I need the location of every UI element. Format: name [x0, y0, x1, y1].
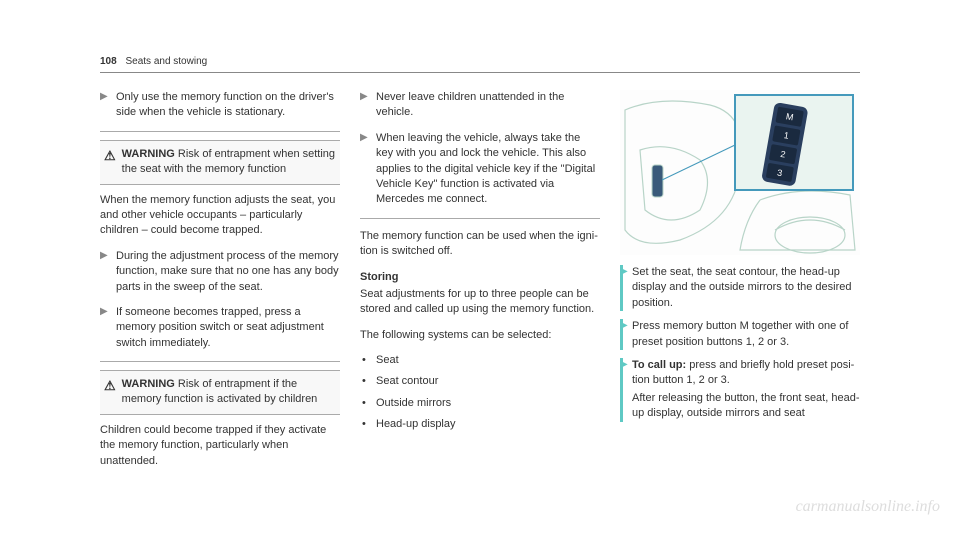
- memory-button-diagram: M 1 2 3: [620, 90, 860, 255]
- item-text: During the adjustment process of the mem…: [116, 249, 340, 295]
- section-title: Seats and stowing: [125, 56, 207, 67]
- item-text: When leaving the vehicle, always take th…: [376, 131, 600, 208]
- arrow-icon: ▶: [620, 319, 632, 350]
- bullet-icon: •: [362, 396, 376, 411]
- list-item: •Seat: [362, 353, 600, 368]
- list-item: •Outside mirrors: [362, 396, 600, 411]
- instruction-text: Set the seat, the seat contour, the head…: [632, 265, 860, 311]
- list-item: ▶ Never leave children unattended in the…: [360, 90, 600, 121]
- arrow-icon: ▶: [100, 249, 116, 295]
- warning-text: WARNING Risk of entrapment when set­ting…: [122, 147, 336, 178]
- arrow-icon: ▶: [360, 131, 376, 208]
- item-text: Outside mirrors: [376, 396, 451, 411]
- list-item: •Head-up display: [362, 417, 600, 432]
- paragraph: The following systems can be selected:: [360, 328, 600, 343]
- item-text: If someone becomes trapped, press a memo…: [116, 305, 340, 351]
- content-columns: ▶ Only use the memory function on the dr…: [100, 90, 900, 479]
- paragraph: When the memory function adjusts the sea…: [100, 193, 340, 239]
- item-text: Seat contour: [376, 374, 438, 389]
- item-text: Never leave children unattended in the v…: [376, 90, 600, 121]
- warning-label: WARNING: [122, 148, 175, 160]
- instruction-item: ▶ To call up: press and briefly hold pre…: [620, 358, 860, 422]
- bullet-icon: •: [362, 353, 376, 368]
- watermark: carmanualsonline.info: [796, 496, 940, 518]
- bullet-icon: •: [362, 374, 376, 389]
- instruction-item: ▶ Press memory button M together with on…: [620, 319, 860, 350]
- warning-icon: ⚠: [104, 377, 116, 408]
- column-1: ▶ Only use the memory function on the dr…: [100, 90, 340, 479]
- header-divider: [100, 72, 860, 73]
- list-item: ▶ When leaving the vehicle, always take …: [360, 131, 600, 208]
- column-2: ▶ Never leave children unattended in the…: [360, 90, 600, 479]
- arrow-icon: ▶: [100, 90, 116, 121]
- column-3: M 1 2 3 ▶ Set the seat, the seat contour…: [620, 90, 860, 479]
- arrow-icon: ▶: [100, 305, 116, 351]
- warning-box: ⚠ WARNING Risk of entrapment when set­ti…: [100, 140, 340, 185]
- arrow-icon: ▶: [620, 358, 632, 422]
- instruction-text: Press memory button M together with one …: [632, 319, 860, 350]
- list-item: ▶ During the adjustment process of the m…: [100, 249, 340, 295]
- page-header: 108 Seats and stowing: [100, 55, 207, 69]
- list-item: ▶ If someone becomes trapped, press a me…: [100, 305, 340, 351]
- list-item: ▶ Only use the memory function on the dr…: [100, 90, 340, 121]
- instruction-item: ▶ Set the seat, the seat contour, the he…: [620, 265, 860, 311]
- bullet-icon: •: [362, 417, 376, 432]
- arrow-icon: ▶: [620, 265, 632, 311]
- page-number: 108: [100, 56, 117, 67]
- warning-icon: ⚠: [104, 147, 116, 178]
- paragraph: Seat adjustments for up to three people …: [360, 287, 600, 318]
- item-text: Head-up display: [376, 417, 456, 432]
- section-heading: Storing: [360, 270, 600, 285]
- warning-label: WARNING: [122, 378, 175, 390]
- list-item: •Seat contour: [362, 374, 600, 389]
- instruction-text: To call up: press and briefly hold prese…: [632, 358, 860, 422]
- item-text: Only use the memory function on the driv…: [116, 90, 340, 121]
- warning-text: WARNING Risk of entrapment if the memory…: [122, 377, 336, 408]
- paragraph: Children could become trapped if they ac…: [100, 423, 340, 469]
- arrow-icon: ▶: [360, 90, 376, 121]
- item-text: Seat: [376, 353, 399, 368]
- paragraph: The memory function can be used when the…: [360, 229, 600, 260]
- warning-box: ⚠ WARNING Risk of entrapment if the memo…: [100, 370, 340, 415]
